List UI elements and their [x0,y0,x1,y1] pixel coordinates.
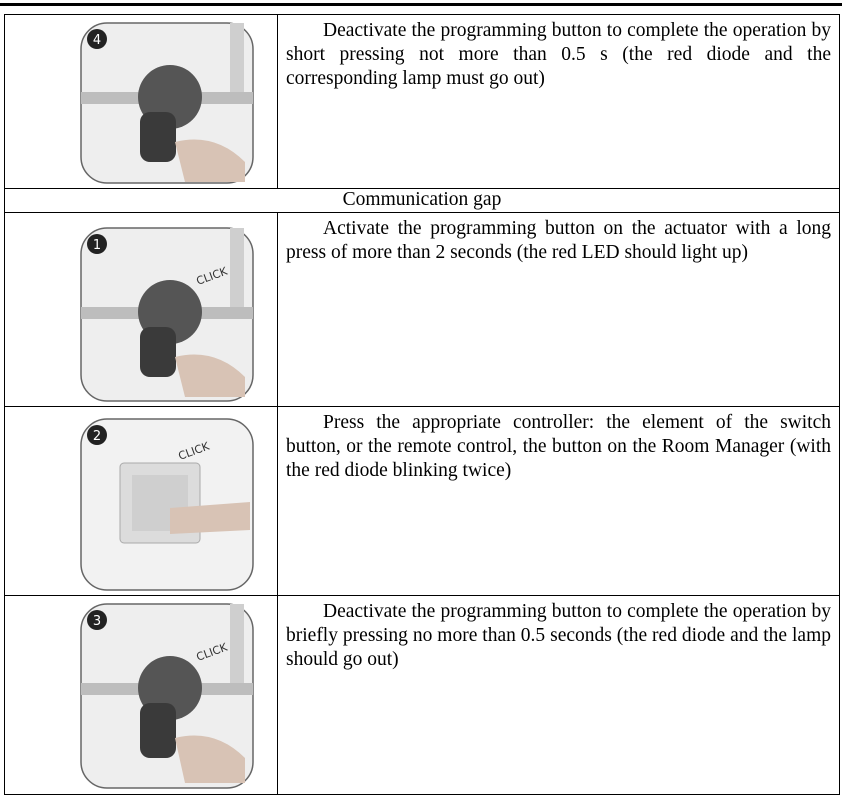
step-text: Press the appropriate controller: the el… [277,406,840,596]
step-image: CLICK 1 [80,227,254,402]
top-rule [0,3,842,6]
step-badge: 2 [93,429,101,444]
section-heading: Communication gap [4,188,840,213]
step-image: 4 [80,22,254,184]
step-text: Activate the programming button on the a… [277,212,840,407]
step-badge: 4 [93,33,101,48]
step-badge: 1 [93,238,101,253]
step-image: CLICK 2 [80,418,254,591]
step-badge: 3 [93,614,101,629]
step-text: Deactivate the programming button to com… [277,595,840,795]
step-image: CLICK 3 [80,603,254,789]
step-text: Deactivate the programming button to com… [277,14,840,189]
